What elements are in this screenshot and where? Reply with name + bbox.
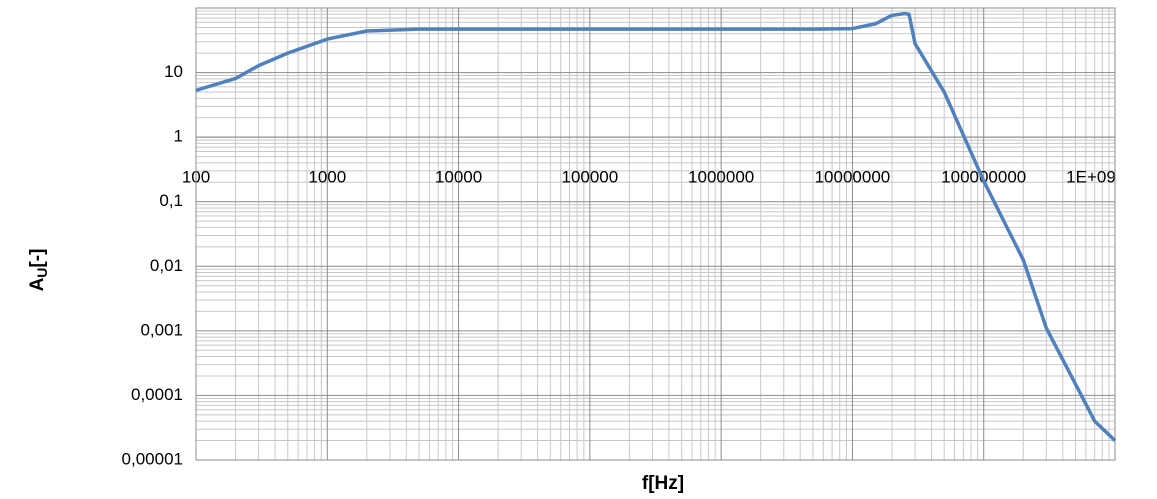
y-tick-label: 0,1 — [159, 191, 183, 210]
y-tick-label: 1 — [174, 127, 183, 146]
data-line — [195, 11, 1117, 442]
x-tick-label: 10000 — [435, 168, 482, 187]
y-title-main: A — [27, 277, 48, 291]
plot-border — [195, 7, 1116, 461]
x-tick-label: 1000000 — [688, 168, 754, 187]
x-tick-label: 1E+09 — [1066, 168, 1116, 187]
x-tick-label: 10000000 — [815, 168, 891, 187]
y-tick-label: 0,0001 — [131, 385, 183, 404]
x-axis-title: f[Hz] — [642, 473, 684, 494]
x-tick-label: 1000 — [308, 168, 346, 187]
y-tick-label: 0,001 — [140, 320, 183, 339]
y-axis-title: AU[-] — [27, 249, 50, 292]
y-tick-label: 10 — [164, 62, 183, 81]
x-tick-label: 100000 — [561, 168, 618, 187]
y-tick-label: 0,01 — [150, 256, 183, 275]
y-tick-label: 0,00001 — [122, 449, 183, 468]
y-title-rest: [-] — [27, 249, 48, 268]
y-title-sub: U — [34, 268, 50, 278]
